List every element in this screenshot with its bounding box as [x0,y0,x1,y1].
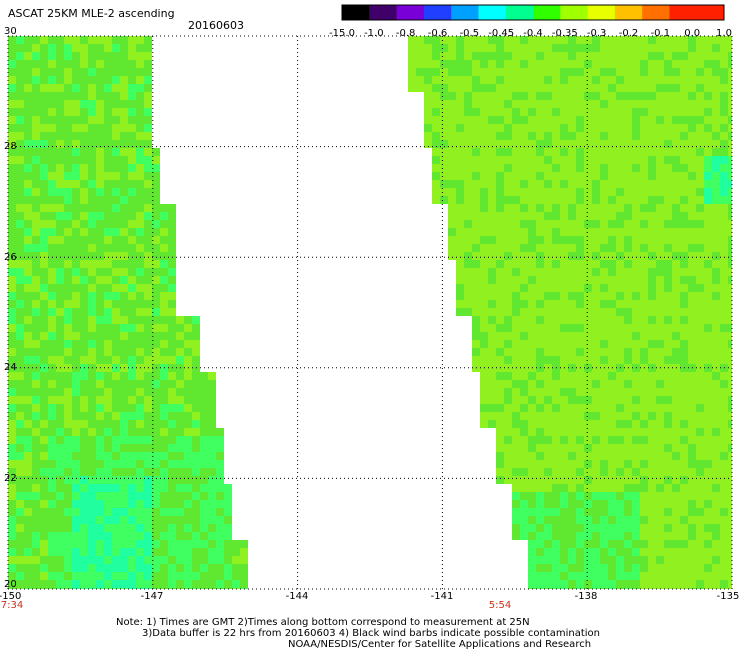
lon-tick-141: -141 [430,591,454,602]
colorbar-label: 0.0 [684,28,701,39]
colorbar-label: -15.0 [329,28,355,39]
bottom-margin [0,589,740,650]
lon-tick-138: -138 [574,591,598,602]
colorbar-segment-1 [369,5,398,20]
colorbar-label: -0.3 [586,28,607,39]
colorbar-label: -0.5 [459,28,480,39]
colorbar-segment-7 [533,5,561,20]
swath-cells [8,36,736,596]
note-line-3: NOAA/NESDIS/Center for Satellite Applica… [288,639,592,650]
time-label-west: 7:34 [0,600,24,611]
lat-tick-20: 20 [4,579,17,590]
right-margin [732,36,740,589]
lat-tick-30: 30 [4,26,17,37]
lat-tick-26: 26 [4,252,17,263]
note-line-2: 3)Data buffer is 22 hrs from 20160603 4)… [142,628,600,639]
colorbar-label: -0.35 [551,28,578,39]
lon-tick-150: -150 [0,591,22,602]
colorbar-segment-6 [505,5,534,20]
colorbar-segment-0 [342,5,370,20]
lon-tick-135: -135 [716,591,740,602]
colorbar-label: -1.0 [364,28,384,39]
figure-title: ASCAT 25KM MLE-2 ascending [8,7,175,20]
lat-tick-24: 24 [4,362,17,373]
lat-tick-28: 28 [4,141,17,152]
lon-tick-147: -147 [140,591,164,602]
figure-date: 20160603 [188,19,244,32]
colorbar-segment-11 [642,5,670,20]
colorbar-frame [341,4,725,21]
colorbar-segment-10 [614,5,643,20]
colorbar-segment-12 [669,5,698,20]
colorbar-segment-9 [587,5,616,20]
colorbar-segment-8 [560,5,589,20]
time-label-east: 5:54 [488,600,512,611]
colorbar-label: -0.45 [488,28,515,39]
lat-tick-22: 22 [4,473,17,484]
colorbar-segment-2 [396,5,425,20]
colorbar-label: -0.4 [523,28,543,39]
colorbar-label: 1.0 [716,28,732,39]
colorbar-label: -0.2 [618,28,639,39]
colorbar-segment-13 [696,5,725,20]
colorbar-label: -0.8 [395,28,416,39]
colorbar-label: -0.6 [427,28,448,39]
note-line-1: Note: 1) Times are GMT 2)Times along bot… [116,617,530,628]
colorbar-segment-4 [451,5,479,20]
colorbar-segment-5 [478,5,507,20]
lon-tick-144: -144 [285,591,309,602]
colorbar-label: -0.1 [650,28,671,39]
colorbar-segment-3 [423,5,452,20]
